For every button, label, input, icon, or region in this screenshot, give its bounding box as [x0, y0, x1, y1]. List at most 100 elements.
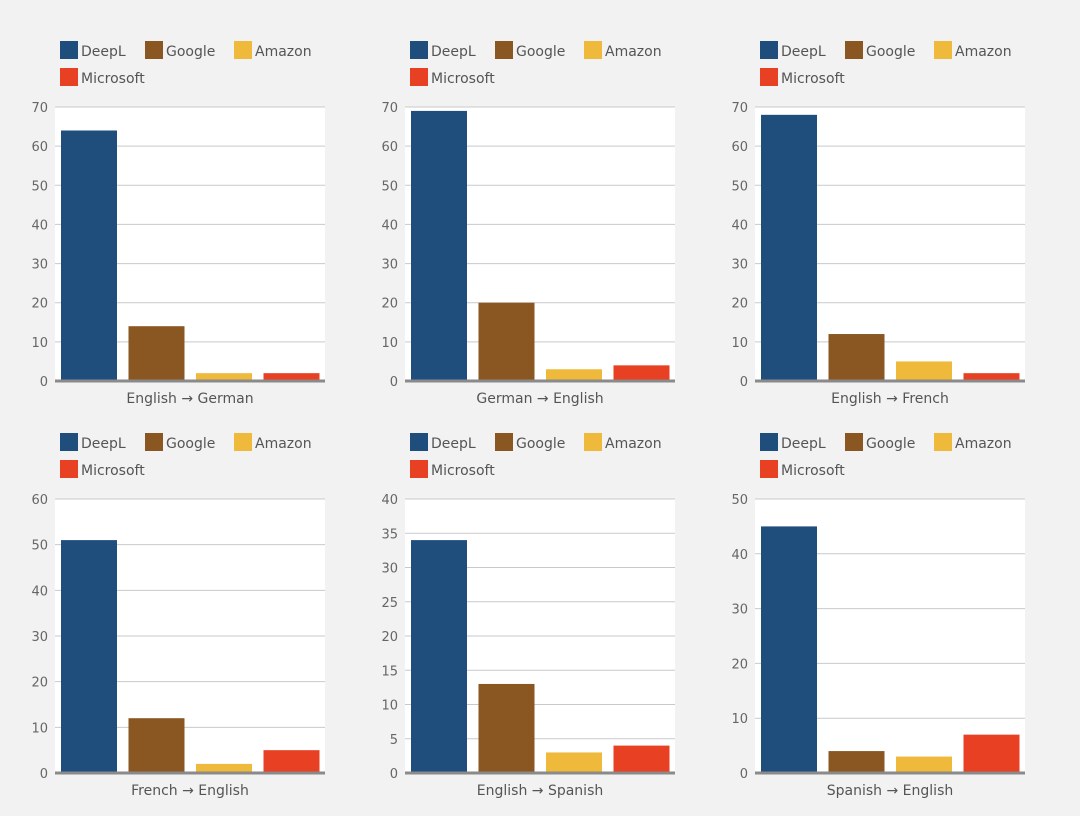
legend-swatch: [145, 41, 163, 59]
legend-label: Google: [166, 44, 215, 60]
legend-item: Amazon: [934, 41, 1012, 60]
legend-item: Google: [145, 41, 215, 60]
legend-item: Microsoft: [60, 68, 145, 87]
legend-item: Amazon: [584, 41, 662, 60]
y-tick-label: 30: [381, 562, 398, 577]
y-tick-label: 60: [731, 140, 748, 155]
legend-swatch: [60, 433, 78, 451]
legend-label: Google: [516, 44, 565, 60]
y-tick-label: 20: [731, 297, 748, 312]
bar-microsoft: [963, 373, 1020, 381]
bar-chart: DeepL Google Amazon Microsoft 0 10 20 30 40 50 60 F…: [31, 433, 325, 799]
legend-label: Amazon: [605, 436, 662, 452]
bar-deepl: [761, 114, 817, 381]
y-tick-label: 0: [390, 375, 398, 390]
legend-label: Amazon: [955, 436, 1012, 452]
bar-deepl: [411, 110, 467, 382]
bar-microsoft: [613, 745, 670, 773]
legend-item: Google: [845, 41, 915, 60]
y-tick-label: 50: [31, 179, 48, 194]
bar-deepl: [61, 130, 117, 381]
legend-label: Google: [516, 436, 565, 452]
legend-label: Microsoft: [431, 463, 495, 479]
y-tick-label: 40: [731, 218, 748, 233]
y-tick-label: 40: [31, 218, 48, 233]
legend-item: Microsoft: [760, 68, 845, 87]
y-tick-label: 10: [731, 712, 748, 727]
y-tick-label: 10: [381, 699, 398, 714]
legend-swatch: [845, 41, 863, 59]
legend-label: Microsoft: [81, 463, 145, 479]
y-tick-label: 25: [381, 596, 398, 611]
legend-swatch: [145, 433, 163, 451]
legend-swatch: [934, 433, 952, 451]
legend-item: Amazon: [234, 433, 312, 452]
y-tick-label: 70: [31, 101, 48, 116]
y-tick-label: 10: [731, 336, 748, 351]
x-axis-label: English → French: [831, 391, 949, 407]
legend-swatch: [760, 68, 778, 86]
y-tick-label: 0: [390, 767, 398, 782]
legend-item: Google: [495, 433, 565, 452]
legend-label: Google: [866, 436, 915, 452]
x-axis-label: English → Spanish: [477, 783, 603, 799]
legend-item: Google: [145, 433, 215, 452]
legend-label: Google: [866, 44, 915, 60]
bar-deepl: [61, 540, 117, 773]
bar-amazon: [896, 361, 952, 381]
legend-swatch: [60, 68, 78, 86]
legend-item: Google: [495, 41, 565, 60]
legend-swatch: [60, 460, 78, 478]
bar-google: [478, 302, 535, 381]
y-tick-label: 40: [31, 584, 48, 599]
chart-panel: DeepL Google Amazon Microsoft 0 10 20 30 40 50 60 7…: [0, 0, 350, 407]
y-tick-label: 40: [381, 218, 398, 233]
legend-label: DeepL: [781, 436, 826, 452]
chart-panel: DeepL Google Amazon Microsoft 0 10 20 30 40 50 60 7…: [700, 0, 1050, 407]
legend-item: DeepL: [760, 433, 826, 452]
legend-label: DeepL: [781, 44, 826, 60]
legend-label: Amazon: [255, 436, 312, 452]
bar-google: [828, 751, 885, 773]
legend-swatch: [234, 41, 252, 59]
legend-item: Microsoft: [410, 460, 495, 479]
legend-item: Amazon: [934, 433, 1012, 452]
y-tick-label: 40: [731, 548, 748, 563]
x-axis-label: German → English: [476, 391, 603, 407]
y-tick-label: 30: [31, 630, 48, 645]
legend-item: DeepL: [410, 433, 476, 452]
y-tick-label: 20: [381, 630, 398, 645]
bar-amazon: [196, 763, 252, 773]
y-tick-label: 30: [381, 258, 398, 273]
legend-label: Microsoft: [781, 463, 845, 479]
y-tick-label: 0: [40, 767, 48, 782]
x-axis-label: French → English: [131, 783, 249, 799]
bar-deepl: [411, 540, 467, 773]
y-tick-label: 15: [381, 664, 398, 679]
bar-microsoft: [263, 750, 320, 773]
bar-microsoft: [963, 734, 1020, 773]
bar-chart: DeepL Google Amazon Microsoft 0 5 10 15 20 25 30 35…: [381, 433, 675, 799]
bar-microsoft: [613, 365, 670, 381]
legend-swatch: [410, 433, 428, 451]
legend-item: DeepL: [410, 41, 476, 60]
bar-microsoft: [263, 373, 320, 381]
legend-label: Amazon: [255, 44, 312, 60]
legend-swatch: [760, 41, 778, 59]
bar-google: [128, 718, 185, 773]
y-tick-label: 30: [31, 258, 48, 273]
legend-swatch: [760, 460, 778, 478]
bar-amazon: [546, 752, 602, 773]
chart-panel: DeepL Google Amazon Microsoft 0 10 20 30 40 50 Spa…: [700, 392, 1050, 799]
chart-panel: DeepL Google Amazon Microsoft 0 10 20 30 40 50 60 7…: [350, 0, 700, 407]
legend-label: Microsoft: [781, 71, 845, 87]
y-tick-label: 50: [381, 179, 398, 194]
legend-label: DeepL: [81, 436, 126, 452]
y-tick-label: 30: [731, 258, 748, 273]
y-tick-label: 10: [31, 721, 48, 736]
legend-swatch: [410, 41, 428, 59]
y-tick-label: 10: [381, 336, 398, 351]
y-tick-label: 60: [31, 493, 48, 508]
y-tick-label: 30: [731, 603, 748, 618]
